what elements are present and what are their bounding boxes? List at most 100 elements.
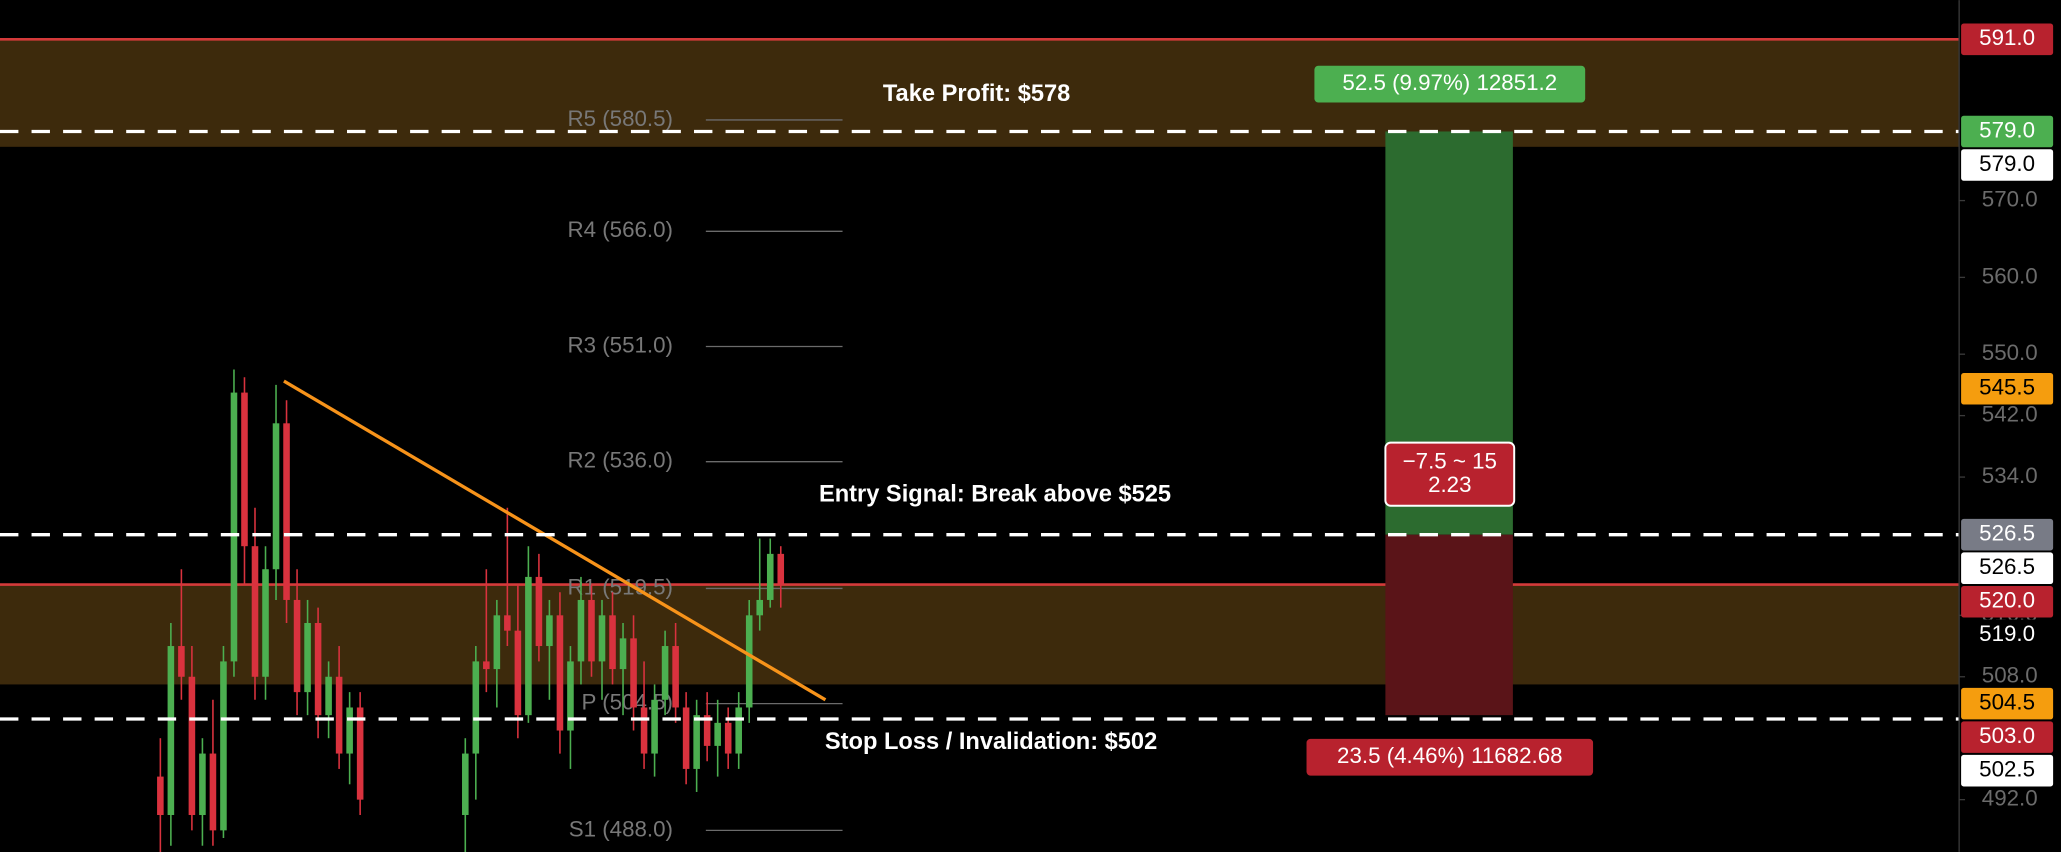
candle-body — [314, 622, 322, 716]
candle-body — [619, 638, 627, 670]
candle-body — [230, 392, 238, 662]
candle-body — [577, 599, 585, 662]
candle-body — [556, 615, 564, 731]
annotation: Take Profit: $578 — [883, 81, 1070, 107]
candle-body — [325, 676, 332, 716]
candle-body — [335, 676, 343, 754]
price-tag — [1961, 585, 2054, 618]
candle-body — [766, 553, 774, 600]
loss-label: 23.5 (4.46%) 11682.68 — [1337, 743, 1563, 768]
profit-label: 52.5 (9.97%) 12851.2 — [1342, 70, 1557, 95]
price-tag — [1961, 149, 2054, 181]
ratio-line2: 2.23 — [1428, 472, 1471, 497]
tick-label: 570.0 — [1982, 186, 2038, 211]
candle-body — [283, 423, 290, 600]
pivot-label: R4 (566.0) — [567, 217, 673, 242]
candle-body — [241, 392, 248, 547]
candle-body — [609, 615, 616, 670]
candle-body — [157, 776, 164, 816]
profit-label-bg — [1314, 65, 1586, 103]
price-tag-label: 545.5 — [1979, 375, 2035, 400]
candle-body — [724, 722, 732, 754]
pivot-label: R3 (551.0) — [567, 332, 673, 357]
zone — [0, 584, 1959, 685]
price-tag — [1961, 619, 2054, 652]
candle-body — [514, 630, 522, 716]
price-tag — [1961, 23, 2054, 56]
candle-body — [651, 699, 658, 754]
candle-body — [672, 646, 679, 708]
price-tag — [1961, 721, 2054, 753]
price-tag-label: 519.0 — [1979, 621, 2035, 646]
candle-body — [167, 646, 175, 816]
price-tag-label: 526.5 — [1979, 521, 2035, 546]
candle-body — [293, 599, 301, 693]
price-tag — [1961, 552, 2054, 584]
tick-label: 550.0 — [1982, 340, 2038, 365]
candle-body — [640, 707, 648, 754]
price-tag — [1961, 115, 2054, 148]
price-tag — [1961, 372, 2054, 405]
price-tag — [1961, 518, 2054, 551]
candle-body — [756, 599, 764, 616]
candle-body — [178, 646, 185, 677]
price-tag-label: 591.0 — [1979, 25, 2035, 50]
pivot-label: P (504.5) — [582, 690, 673, 715]
tick-label: 534.0 — [1982, 463, 2038, 488]
price-axis: 570.0560.0550.0542.0534.0516.0508.0492.0… — [1958, 23, 2054, 811]
candle-body — [661, 646, 669, 700]
candle-body — [504, 615, 511, 631]
candle-body — [483, 661, 490, 670]
candle-body — [598, 615, 606, 662]
candle-body — [588, 599, 595, 662]
price-tag — [1961, 754, 2054, 787]
candle-body — [777, 553, 785, 585]
candle-body — [567, 661, 574, 731]
candle-body — [199, 753, 206, 816]
candle-body — [209, 753, 217, 831]
candle-body — [304, 622, 311, 693]
tick-label: 542.0 — [1982, 402, 2038, 427]
tick-label: 492.0 — [1982, 786, 2038, 811]
price-tag-label: 520.0 — [1979, 588, 2035, 613]
loss-zone — [1385, 534, 1513, 716]
price-tag-label: 503.0 — [1979, 723, 2035, 748]
candle-body — [735, 707, 742, 754]
price-tag-label: 579.0 — [1979, 117, 2035, 142]
price-tag — [1961, 687, 2054, 720]
candle-body — [703, 715, 711, 746]
zone — [0, 39, 1959, 147]
candle-body — [745, 615, 753, 708]
trendline — [283, 379, 827, 702]
candle-body — [525, 576, 532, 716]
candle-body — [272, 423, 280, 570]
candle-body — [472, 661, 480, 754]
candle-body — [693, 715, 700, 769]
candle-body — [535, 576, 543, 647]
candle-body — [356, 707, 364, 800]
candle-body — [546, 615, 553, 647]
candle-body — [714, 722, 721, 746]
candle-body — [220, 661, 227, 831]
ratio-bg — [1384, 441, 1516, 507]
annotation: Stop Loss / Invalidation: $502 — [825, 729, 1157, 755]
candle-body — [262, 569, 269, 677]
annotation: Entry Signal: Break above $525 — [819, 481, 1171, 507]
tick-label: 560.0 — [1982, 263, 2038, 288]
candle-body — [682, 707, 690, 769]
price-tag-label: 579.0 — [1979, 151, 2035, 176]
candle-body — [493, 615, 501, 670]
candle-body — [188, 676, 196, 816]
pivot-label: R2 (536.0) — [567, 448, 673, 473]
ratio-line1: −7.5 ~ 15 — [1403, 448, 1497, 473]
tick-label: 508.0 — [1982, 663, 2038, 688]
pivot-label: S1 (488.0) — [569, 816, 673, 841]
candle-body — [251, 546, 259, 677]
plot-area: R5 (580.5) R4 (566.0) R3 (551.0) R2 (536.0)… — [0, 37, 1959, 852]
price-tag-label: 504.5 — [1979, 690, 2035, 715]
pivot-label: R5 (580.5) — [567, 106, 673, 131]
candle-body — [630, 638, 637, 708]
loss-label-bg — [1306, 738, 1594, 776]
price-tag-label: 526.5 — [1979, 554, 2035, 579]
